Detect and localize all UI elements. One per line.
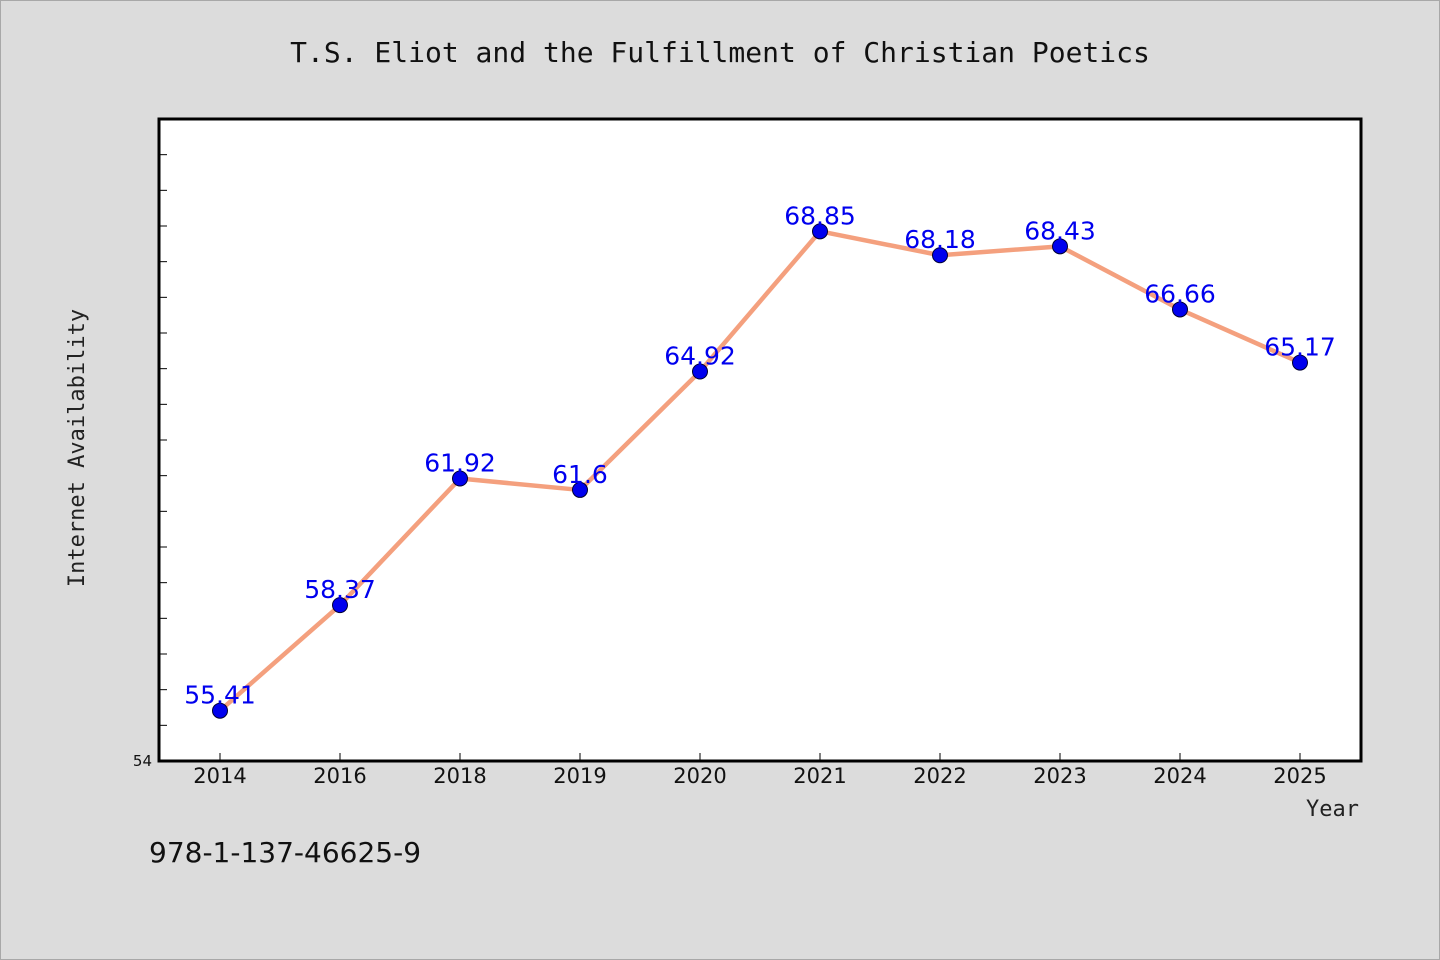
data-point [1292,354,1308,371]
data-label: 68.85 [784,201,856,230]
data-label: 61.6 [552,460,608,489]
data-label: 68.18 [904,225,976,254]
x-tick-label: 2020 [673,764,726,788]
series-layer: 55.41 58.37 61.92 61.6 64.92 68.85 68.18 68.43 6… [184,201,1336,719]
series-line [218,229,1301,713]
x-tick-label: 2019 [553,764,606,788]
data-label: 66.66 [1144,279,1216,308]
x-tick-label: 2016 [313,764,366,788]
data-label: 68.43 [1024,216,1096,245]
data-point [332,597,348,614]
data-point [932,247,948,264]
data-point [1052,238,1068,255]
y-tick-label: 54 [133,752,152,770]
data-point [452,470,468,487]
y-axis-title: Internet Availability [65,309,90,587]
data-point [692,363,708,380]
y-axis-ticks: 54 [133,154,167,770]
x-axis-title: Year [1306,797,1359,822]
chart-title: T.S. Eliot and the Fulfillment of Christ… [290,36,1150,69]
x-tick-label: 2014 [193,764,246,788]
data-point [812,223,828,240]
data-label: 61.92 [424,449,496,478]
isbn-label: 978-1-137-46625-9 [149,836,421,869]
data-label: 58.37 [304,575,376,604]
x-axis-ticks: 2014 2016 2018 2019 2020 2021 2022 2023 2024 2025 [193,753,1327,788]
data-label: 55.41 [184,681,256,710]
x-tick-label: 2024 [1153,764,1206,788]
plot-area [157,117,1363,763]
data-label: 64.92 [664,342,736,371]
x-tick-label: 2022 [913,764,966,788]
data-label: 65.17 [1264,333,1336,362]
x-tick-label: 2021 [793,764,846,788]
x-tick-label: 2018 [433,764,486,788]
x-tick-label: 2025 [1273,764,1326,788]
data-point [572,481,588,498]
data-point [212,702,228,719]
data-point [1172,301,1188,318]
x-tick-label: 2023 [1033,764,1086,788]
